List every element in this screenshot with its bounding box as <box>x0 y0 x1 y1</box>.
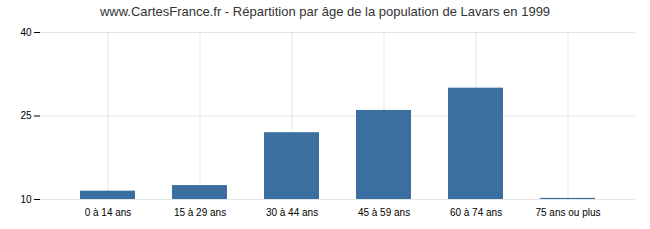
svg-text:15 à 29 ans: 15 à 29 ans <box>174 207 226 218</box>
svg-text:75 ans ou plus: 75 ans ou plus <box>535 207 600 218</box>
svg-text:10: 10 <box>20 194 32 205</box>
svg-text:30 à 44 ans: 30 à 44 ans <box>266 207 318 218</box>
svg-text:40: 40 <box>20 27 32 38</box>
html-text:www.CartesFrance.fr - Répartit: www.CartesFrance.fr - Répartition par âg… <box>99 4 551 19</box>
svg-text:25: 25 <box>20 110 32 121</box>
svg-text:45 à 59 ans: 45 à 59 ans <box>358 207 410 218</box>
svg-text:0 à 14 ans: 0 à 14 ans <box>85 207 132 218</box>
svg-text:60 à 74 ans: 60 à 74 ans <box>450 207 502 218</box>
